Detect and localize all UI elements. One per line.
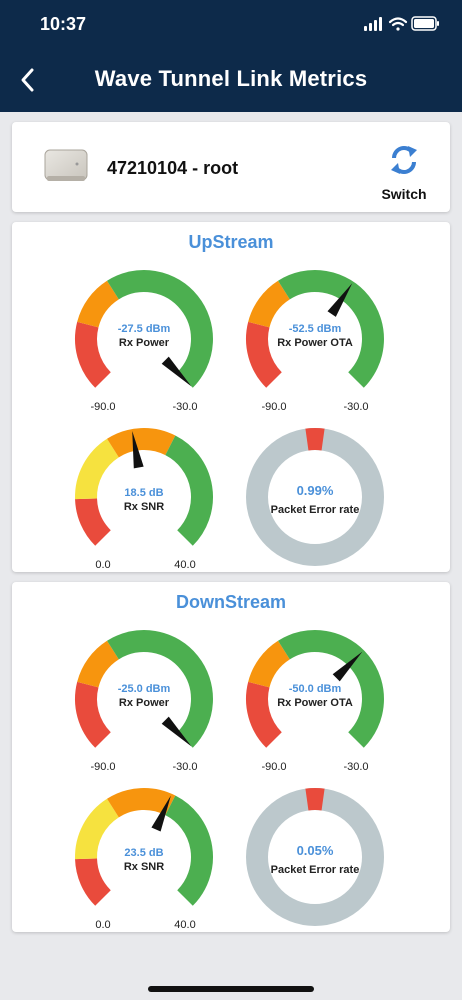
- upstream-per-gauge-label: Packet Error rate: [271, 504, 360, 516]
- upstream-rx-power-ota-gauge-max-label: -30.0: [343, 401, 368, 413]
- device-image: [44, 149, 88, 181]
- upstream-rx-power-ota-gauge-min-label: -90.0: [261, 401, 286, 413]
- downstream-rx-power-ota-gauge-label: Rx Power OTA: [277, 697, 353, 709]
- downstream-rx-snr-gauge-value: 23.5 dB: [124, 847, 163, 859]
- switch-label: Switch: [381, 186, 427, 202]
- upstream-per-gauge-value: 0.99%: [297, 483, 334, 498]
- downstream-rx-power-ota-gauge: -50.0 dBm Rx Power OTA -90.0 -30.0: [246, 630, 384, 773]
- downstream-rx-power-gauge-value: -25.0 dBm: [118, 683, 171, 695]
- downstream-rx-power-gauge: -25.0 dBm Rx Power -90.0 -30.0: [75, 630, 213, 773]
- downstream-rx-snr-gauge-band-1: [75, 798, 120, 860]
- upstream-rx-power-gauge-min-label: -90.0: [90, 401, 115, 413]
- upstream-rx-power-gauge-band-2: [107, 270, 213, 388]
- device-card: 47210104 - root Switch: [12, 122, 450, 212]
- upstream-rx-snr-gauge-band-0: [75, 497, 112, 546]
- downstream-rx-snr-gauge-band-2: [107, 788, 176, 818]
- upstream-rx-snr-gauge-min-label: 0.0: [95, 559, 110, 571]
- downstream-rx-snr-gauge-min-label: 0.0: [95, 919, 110, 931]
- downstream-per-gauge-marker: [305, 788, 325, 811]
- upstream-rx-power-ota-gauge-band-2: [278, 270, 384, 388]
- top-bar: 10:37 Wave Tunnel Link Metrics: [0, 0, 462, 112]
- upstream-rx-snr-gauge-max-label: 40.0: [174, 559, 195, 571]
- upstream-rx-snr-gauge-band-3: [164, 435, 213, 546]
- downstream-per-gauge-value: 0.05%: [297, 843, 334, 858]
- upstream-rx-power-gauge-value: -27.5 dBm: [118, 323, 171, 335]
- upstream-rx-power-gauge-max-label: -30.0: [172, 401, 197, 413]
- downstream-rx-snr-gauge-needle: [151, 795, 171, 832]
- downstream-rx-power-gauge-band-2: [107, 630, 213, 748]
- chevron-left-icon: [21, 68, 34, 92]
- downstream-rx-power-gauge-band-1: [77, 640, 120, 688]
- upstream-rx-power-ota-gauge-band-0: [246, 321, 283, 388]
- upstream-rx-power-gauge-label: Rx Power: [119, 337, 170, 349]
- downstream-title: DownStream: [175, 592, 287, 612]
- upstream-title: UpStream: [188, 232, 274, 252]
- downstream-rx-power-gauge-min-label: -90.0: [90, 761, 115, 773]
- downstream-card: DownStream -25.0 dBm Rx Power -90.0 -30.0 -…: [12, 582, 450, 932]
- downstream-rx-power-ota-gauge-band-0: [246, 681, 283, 748]
- status-icons: [364, 16, 439, 31]
- upstream-rx-power-ota-gauge-needle: [327, 283, 353, 317]
- downstream-rx-power-ota-gauge-min-label: -90.0: [261, 761, 286, 773]
- downstream-rx-snr-gauge: 23.5 dB Rx SNR 0.0 40.0: [75, 788, 213, 931]
- upstream-rx-power-ota-gauge: -52.5 dBm Rx Power OTA -90.0 -30.0: [246, 270, 384, 413]
- home-indicator: [148, 986, 314, 992]
- upstream-rx-power-ota-gauge-band-1: [248, 280, 291, 328]
- downstream-per-gauge-label: Packet Error rate: [271, 864, 360, 876]
- upstream-rx-power-gauge-needle: [161, 356, 192, 387]
- upstream-rx-snr-gauge-value: 18.5 dB: [124, 487, 163, 499]
- upstream-rx-power-gauge-band-1: [77, 280, 120, 328]
- downstream-rx-power-ota-gauge-value: -50.0 dBm: [289, 683, 342, 695]
- downstream-rx-power-gauge-label: Rx Power: [119, 697, 170, 709]
- device-name: 47210104 - root: [107, 158, 239, 178]
- upstream-per-gauge: 0.99% Packet Error rate: [246, 428, 384, 566]
- downstream-rx-snr-gauge-band-3: [164, 795, 213, 906]
- downstream-rx-snr-gauge-max-label: 40.0: [174, 919, 195, 931]
- upstream-rx-power-gauge: -27.5 dBm Rx Power -90.0 -30.0: [75, 270, 213, 413]
- upstream-rx-power-gauge-band-0: [75, 321, 112, 388]
- upstream-rx-snr-gauge-band-2: [107, 428, 176, 458]
- signal-icon: [364, 17, 382, 31]
- downstream-per-gauge: 0.05% Packet Error rate: [246, 788, 384, 926]
- page-title: Wave Tunnel Link Metrics: [94, 66, 368, 91]
- upstream-rx-snr-gauge-needle: [132, 431, 144, 469]
- downstream-rx-power-gauge-band-0: [75, 681, 112, 748]
- upstream-gauges: -27.5 dBm Rx Power -90.0 -30.0 -52.5 dBm Rx …: [75, 270, 384, 571]
- upstream-rx-snr-gauge-band-1: [75, 438, 120, 500]
- upstream-per-gauge-marker: [305, 428, 325, 451]
- downstream-gauges: -25.0 dBm Rx Power -90.0 -30.0 -50.0 dBm Rx …: [75, 630, 384, 931]
- back-button[interactable]: [14, 62, 44, 98]
- battery-icon: [411, 16, 439, 31]
- status-time: 10:37: [40, 14, 87, 34]
- upstream-rx-power-ota-gauge-value: -52.5 dBm: [289, 323, 342, 335]
- upstream-rx-snr-gauge-label: Rx SNR: [124, 501, 164, 513]
- switch-button[interactable]: Switch: [368, 140, 440, 204]
- upstream-rx-power-ota-gauge-label: Rx Power OTA: [277, 337, 353, 349]
- downstream-rx-snr-gauge-band-0: [75, 857, 112, 906]
- downstream-rx-power-ota-gauge-band-1: [248, 640, 291, 688]
- downstream-rx-power-gauge-needle: [161, 716, 192, 747]
- downstream-rx-power-ota-gauge-band-2: [278, 630, 384, 748]
- wifi-icon: [388, 17, 408, 31]
- downstream-rx-snr-gauge-label: Rx SNR: [124, 861, 164, 873]
- downstream-rx-power-ota-gauge-max-label: -30.0: [343, 761, 368, 773]
- upstream-rx-snr-gauge: 18.5 dB Rx SNR 0.0 40.0: [75, 428, 213, 571]
- upstream-card: UpStream -27.5 dBm Rx Power -90.0 -30.0 -52…: [12, 222, 450, 572]
- downstream-rx-power-gauge-max-label: -30.0: [172, 761, 197, 773]
- refresh-icon: [391, 146, 417, 174]
- downstream-rx-power-ota-gauge-needle: [332, 651, 363, 682]
